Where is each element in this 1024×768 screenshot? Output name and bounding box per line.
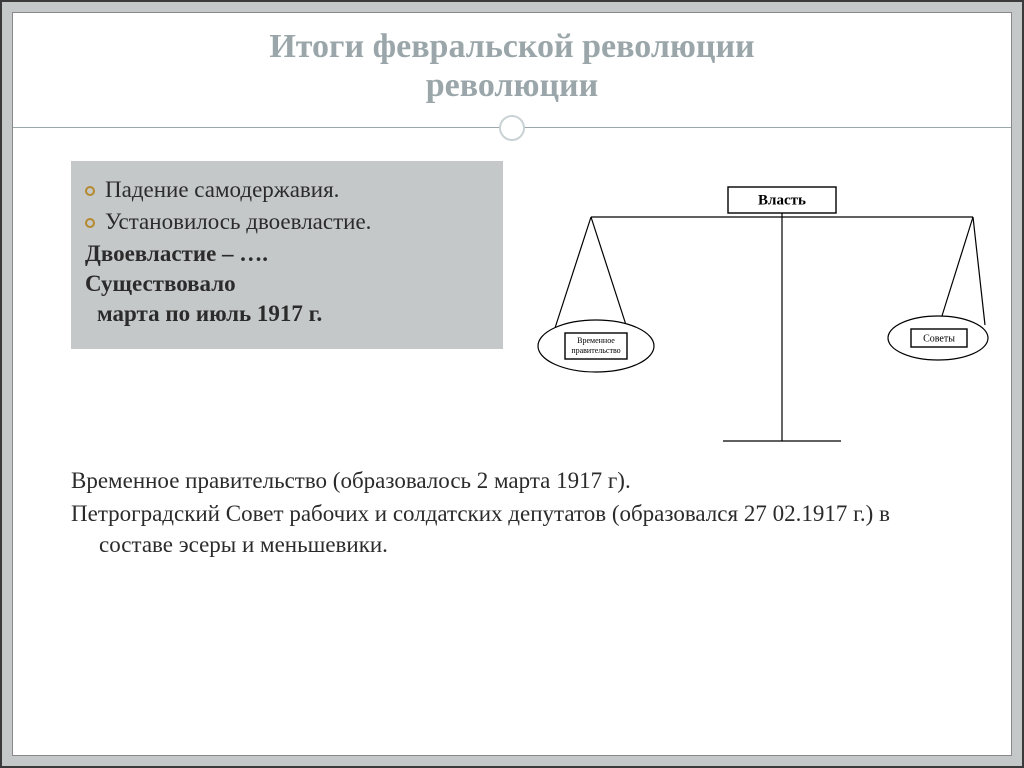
title-divider	[13, 113, 1011, 143]
bullet-item: Установилось двоевластие.	[85, 209, 489, 235]
left-node-label1: Временное	[577, 336, 615, 345]
footer-line2: Петроградский Совет рабочих и солдатских…	[71, 498, 961, 560]
divider-circle-icon	[499, 115, 525, 141]
power-diagram: Власть Временное правительство	[533, 183, 993, 463]
footer-line1: Временное правительство (образовалось 2 …	[71, 465, 961, 496]
root-node-label: Власть	[758, 192, 806, 208]
text-panel: Падение самодержавия. Установилось двоев…	[71, 161, 503, 349]
panel-bold-line: Существовало	[85, 271, 489, 297]
diagram-string	[973, 217, 985, 325]
footer-text: Временное правительство (образовалось 2 …	[13, 465, 1011, 560]
title-line1: Итоги февральской революции	[53, 27, 971, 66]
diagram-svg: Власть Временное правительство	[533, 183, 993, 463]
slide-frame: Итоги февральской революции революции Па…	[12, 12, 1012, 756]
slide-title: Итоги февральской революции революции	[13, 13, 1011, 113]
right-node-label: Советы	[923, 333, 955, 344]
panel-bold-indent: марта по июль 1917 г.	[85, 301, 489, 327]
bullet-icon	[85, 186, 95, 196]
left-node-label2: правительство	[571, 346, 620, 355]
title-line2: революции	[53, 66, 971, 105]
bullet-icon	[85, 218, 95, 228]
diagram-string	[555, 217, 591, 328]
panel-bold-line: Двоевластие – ….	[85, 241, 489, 267]
diagram-string	[591, 217, 627, 328]
bullet-item: Падение самодержавия.	[85, 177, 489, 203]
slide: Итоги февральской революции революции Па…	[0, 0, 1024, 768]
diagram-string	[941, 217, 973, 319]
bullet-text: Установилось двоевластие.	[105, 209, 371, 235]
bullet-text: Падение самодержавия.	[105, 177, 339, 203]
